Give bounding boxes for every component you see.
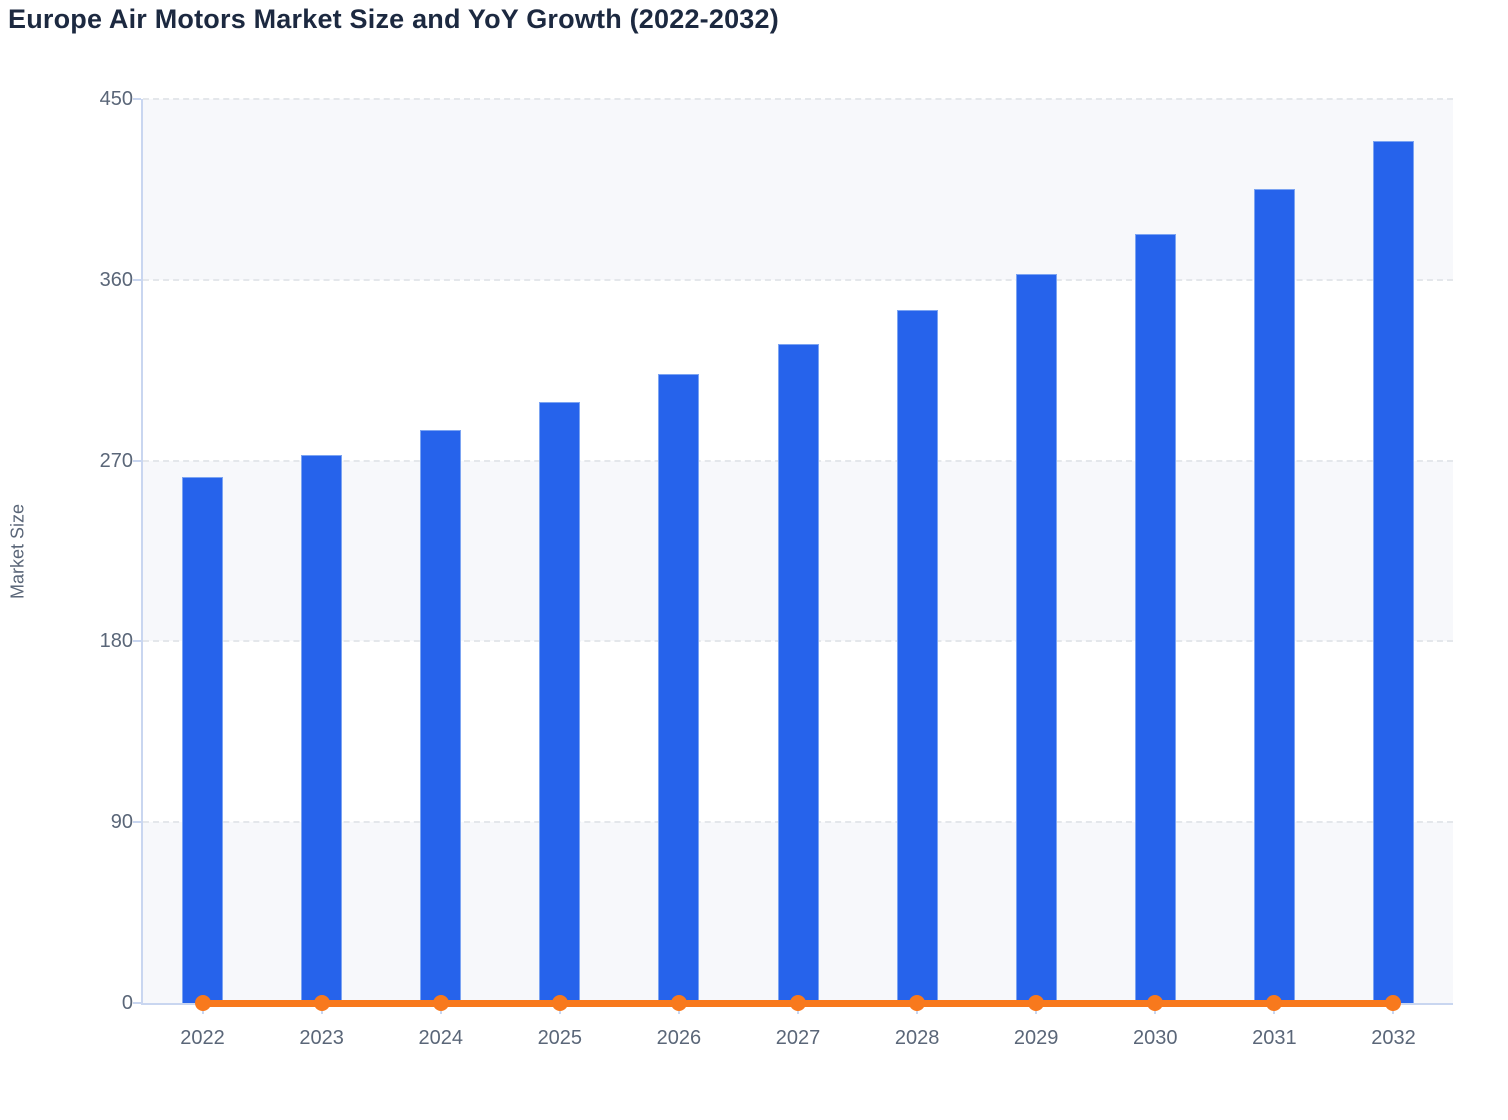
bar-market-size-2023 [301, 454, 343, 1003]
x-axis-label-2024: 2024 [418, 1027, 463, 1049]
y-axis-tick [133, 278, 141, 281]
bar-market-size-2024 [420, 430, 462, 1003]
yoy-growth-marker-2023 [313, 995, 330, 1011]
y-axis-title: Market Size [7, 503, 28, 600]
y-axis-tick-label: 360 [99, 268, 133, 291]
bar-market-size-2027 [777, 344, 819, 1003]
yoy-growth-marker-2030 [1147, 995, 1164, 1011]
y-axis-tick [133, 98, 141, 100]
yoy-growth-marker-2032 [1385, 995, 1402, 1011]
gridline-y-450 [143, 98, 1453, 100]
y-axis-tick-label: 0 [121, 992, 133, 1014]
x-axis-label-2026: 2026 [656, 1027, 702, 1049]
y-axis-line [141, 99, 143, 1003]
x-axis-label-2023: 2023 [299, 1027, 344, 1049]
x-axis-label-2031: 2031 [1252, 1027, 1297, 1049]
plot-band [143, 99, 1453, 280]
bar-market-size-2031 [1253, 189, 1295, 1003]
chart-title: Europe Air Motors Market Size and YoY Gr… [8, 4, 779, 34]
bar-market-size-2026 [658, 374, 700, 1003]
y-axis-tick [133, 1002, 141, 1004]
yoy-growth-marker-2025 [551, 995, 568, 1011]
y-axis-tick-label: 270 [99, 449, 133, 472]
bar-market-size-2025 [539, 402, 581, 1003]
yoy-growth-marker-2031 [1266, 995, 1283, 1011]
yoy-growth-marker-2026 [670, 995, 687, 1011]
y-axis-tick-label: 180 [99, 630, 133, 653]
bar-market-size-2022 [182, 476, 224, 1003]
x-axis-label-2022: 2022 [180, 1027, 225, 1049]
bar-market-size-2032 [1372, 141, 1414, 1003]
y-axis-tick [133, 640, 141, 643]
x-axis-label-2032: 2032 [1371, 1027, 1416, 1049]
x-axis-label-2027: 2027 [775, 1027, 821, 1049]
yoy-growth-marker-2024 [432, 995, 449, 1011]
y-axis-tick [133, 821, 141, 824]
yoy-growth-marker-2029 [1028, 995, 1045, 1011]
y-axis-tick-label: 450 [99, 88, 133, 110]
yoy-growth-marker-2027 [790, 995, 806, 1011]
bar-market-size-2030 [1134, 233, 1176, 1003]
bar-market-size-2029 [1015, 273, 1057, 1003]
yoy-growth-marker-2028 [909, 995, 926, 1011]
x-axis-label-2030: 2030 [1133, 1027, 1178, 1049]
x-axis-label-2029: 2029 [1013, 1027, 1059, 1049]
y-axis-tick [133, 459, 141, 462]
x-axis-label-2025: 2025 [537, 1027, 583, 1049]
yoy-growth-marker-2022 [194, 995, 211, 1011]
plot-area [133, 98, 1453, 1014]
gridline-y-360 [143, 278, 1453, 281]
y-axis-tick-label: 90 [110, 811, 133, 834]
x-axis-label-2028: 2028 [894, 1027, 940, 1049]
bar-market-size-2028 [896, 309, 938, 1003]
